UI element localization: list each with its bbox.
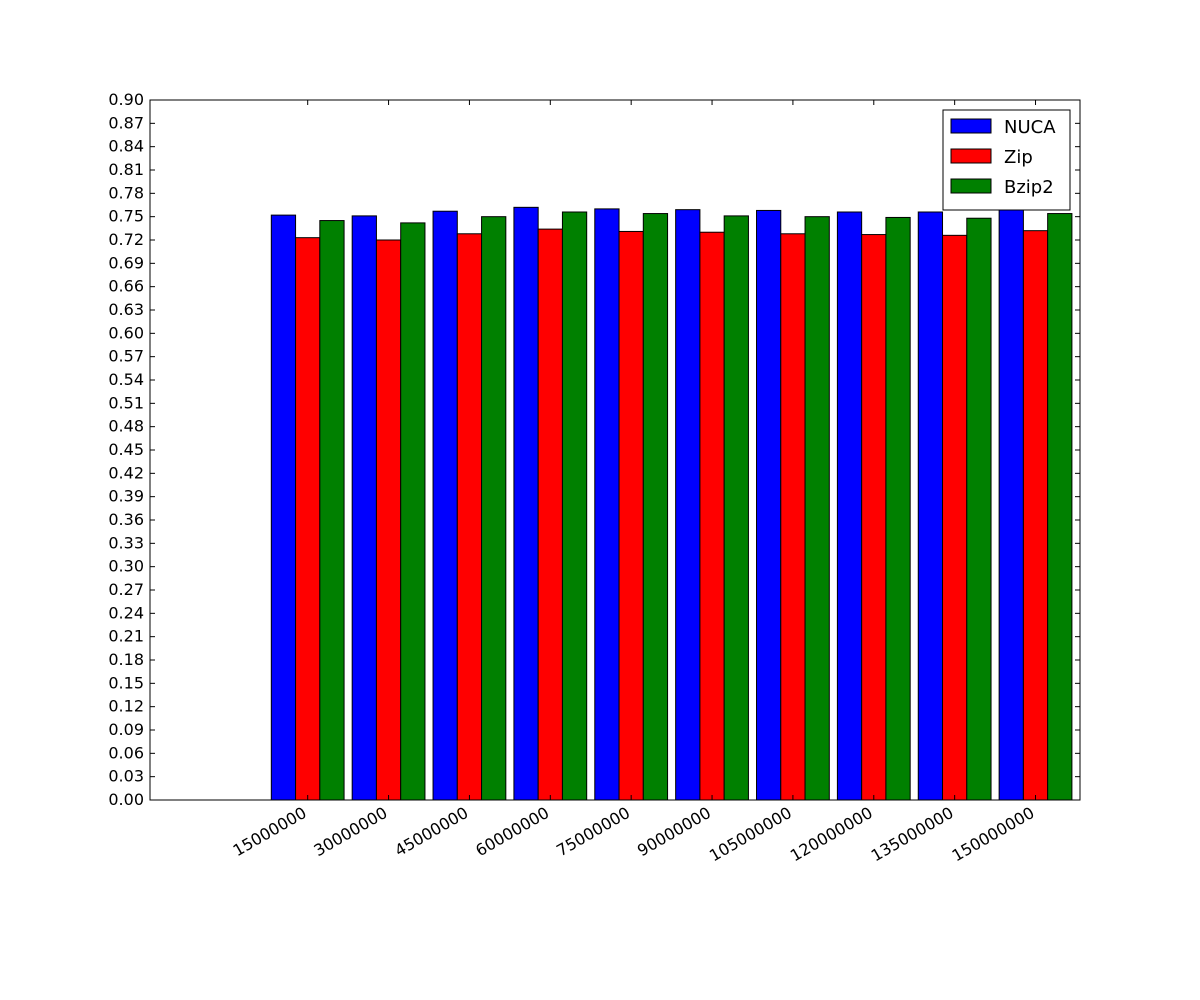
- x-tick-label: 45000000: [391, 803, 471, 860]
- bar-zip-90000000: [699, 231, 725, 801]
- y-tick-label: 0.21: [108, 627, 144, 646]
- y-tick-label: 0.78: [108, 183, 144, 202]
- x-tick-label: 120000000: [787, 803, 876, 865]
- bar-nuca-60000000: [513, 206, 539, 801]
- bar-zip-30000000: [375, 239, 402, 801]
- y-tick-label: 0.84: [108, 137, 144, 156]
- bar-zip-105000000: [780, 233, 806, 801]
- bar-bzip2-105000000: [804, 216, 830, 801]
- y-tick-label: 0.15: [108, 673, 144, 692]
- bar-nuca-90000000: [675, 209, 701, 801]
- y-tick-label: 0.48: [108, 417, 144, 436]
- legend-label-nuca: NUCA: [1004, 117, 1056, 138]
- bar-bzip2-120000000: [885, 216, 911, 801]
- bar-nuca-150000000: [998, 207, 1024, 801]
- bar-bzip2-60000000: [561, 211, 588, 801]
- bar-bzip2-30000000: [400, 222, 426, 801]
- x-tick-label: 60000000: [472, 803, 552, 860]
- y-tick-label: 0.81: [108, 160, 144, 179]
- bar-nuca-135000000: [917, 211, 944, 801]
- y-tick-label: 0.30: [108, 557, 144, 576]
- y-tick-label: 0.90: [108, 90, 144, 109]
- bar-nuca-120000000: [836, 211, 863, 801]
- legend-swatch-nuca: [950, 118, 992, 134]
- y-tick-label: 0.75: [108, 207, 144, 226]
- bars-layer: [270, 206, 1073, 801]
- bar-zip-75000000: [618, 230, 644, 801]
- x-tick-label: 15000000: [230, 803, 310, 860]
- x-tick-label: 135000000: [868, 803, 957, 865]
- x-tick-label: 75000000: [553, 803, 633, 860]
- y-tick-label: 0.27: [108, 580, 144, 599]
- bar-bzip2-45000000: [481, 216, 507, 801]
- y-tick-label: 0.33: [108, 533, 144, 552]
- bar-bzip2-15000000: [319, 220, 345, 801]
- legend: NUCA Zip Bzip2: [942, 109, 1071, 211]
- bar-zip-60000000: [537, 228, 563, 801]
- legend-label-bzip2: Bzip2: [1004, 177, 1054, 198]
- y-tick-label: 0.00: [108, 790, 144, 809]
- y-tick-label: 0.24: [108, 603, 144, 622]
- bar-zip-150000000: [1022, 230, 1049, 801]
- y-tick-label: 0.63: [108, 300, 144, 319]
- bar-zip-120000000: [861, 234, 887, 801]
- y-tick-label: 0.03: [108, 767, 144, 786]
- y-tick-label: 0.09: [108, 720, 144, 739]
- x-tick-label: 30000000: [311, 803, 391, 860]
- y-axis: 0.00 0.03 0.06 0.09 0.12 0.15 0.18 0.21 0.24 0.27…: [108, 90, 1080, 809]
- bar-zip-135000000: [942, 234, 968, 801]
- legend-swatch-zip: [950, 148, 992, 164]
- legend-swatch-bzip2: [950, 178, 992, 194]
- bar-bzip2-90000000: [723, 215, 749, 801]
- y-tick-label: 0.51: [108, 393, 144, 412]
- y-tick-label: 0.42: [108, 463, 144, 482]
- x-tick-label: 105000000: [706, 803, 795, 865]
- bar-bzip2-150000000: [1047, 213, 1073, 801]
- y-tick-label: 0.39: [108, 487, 144, 506]
- y-tick-label: 0.66: [108, 277, 144, 296]
- bar-nuca-105000000: [756, 209, 782, 801]
- bar-nuca-75000000: [594, 208, 620, 801]
- y-tick-label: 0.36: [108, 510, 144, 529]
- y-tick-label: 0.57: [108, 347, 144, 366]
- bar-bzip2-75000000: [642, 213, 669, 801]
- y-tick-label: 0.72: [108, 230, 144, 249]
- y-tick-label: 0.69: [108, 253, 144, 272]
- y-tick-label: 0.87: [108, 113, 144, 132]
- bar-bzip2-135000000: [966, 217, 992, 801]
- legend-label-zip: Zip: [1004, 147, 1033, 168]
- y-tick-label: 0.12: [108, 697, 144, 716]
- bar-nuca-15000000: [270, 214, 297, 801]
- bar-nuca-30000000: [351, 215, 377, 801]
- y-tick-label: 0.18: [108, 650, 144, 669]
- x-tick-label: 150000000: [949, 803, 1038, 865]
- y-tick-label: 0.60: [108, 323, 144, 342]
- x-tick-label: 90000000: [634, 803, 714, 860]
- bar-nuca-45000000: [432, 210, 458, 801]
- plot-frame: [149, 99, 1081, 801]
- y-tick-label: 0.45: [108, 440, 144, 459]
- bar-zip-45000000: [456, 233, 483, 801]
- bar-zip-15000000: [295, 237, 321, 801]
- y-tick-label: 0.54: [108, 370, 144, 389]
- y-tick-label: 0.06: [108, 743, 144, 762]
